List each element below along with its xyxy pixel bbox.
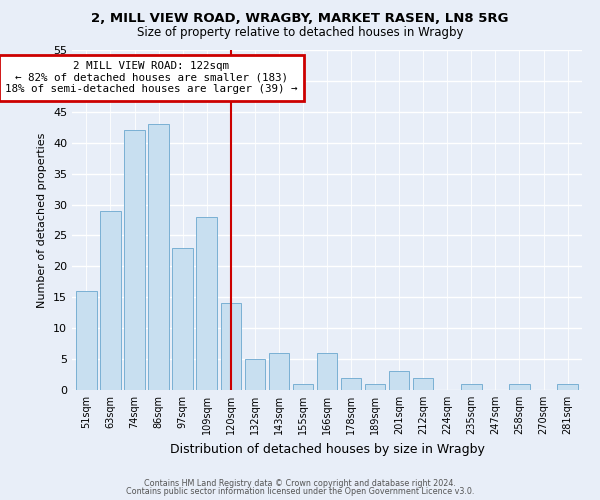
Bar: [76, 291, 97, 390]
Bar: [509, 384, 530, 390]
Text: Contains public sector information licensed under the Open Government Licence v3: Contains public sector information licen…: [126, 487, 474, 496]
Bar: [461, 384, 482, 390]
Bar: [221, 304, 241, 390]
Bar: [245, 359, 265, 390]
Bar: [124, 130, 145, 390]
Bar: [269, 353, 289, 390]
Bar: [148, 124, 169, 390]
Bar: [317, 353, 337, 390]
Text: 2, MILL VIEW ROAD, WRAGBY, MARKET RASEN, LN8 5RG: 2, MILL VIEW ROAD, WRAGBY, MARKET RASEN,…: [91, 12, 509, 26]
Bar: [341, 378, 361, 390]
Bar: [389, 372, 409, 390]
Bar: [100, 210, 121, 390]
Y-axis label: Number of detached properties: Number of detached properties: [37, 132, 47, 308]
Text: Size of property relative to detached houses in Wragby: Size of property relative to detached ho…: [137, 26, 463, 39]
Text: 2 MILL VIEW ROAD: 122sqm
← 82% of detached houses are smaller (183)
18% of semi-: 2 MILL VIEW ROAD: 122sqm ← 82% of detach…: [5, 61, 298, 94]
Text: Contains HM Land Registry data © Crown copyright and database right 2024.: Contains HM Land Registry data © Crown c…: [144, 478, 456, 488]
Bar: [196, 217, 217, 390]
Bar: [557, 384, 578, 390]
Bar: [413, 378, 433, 390]
Bar: [172, 248, 193, 390]
X-axis label: Distribution of detached houses by size in Wragby: Distribution of detached houses by size …: [170, 442, 484, 456]
Bar: [293, 384, 313, 390]
Bar: [365, 384, 385, 390]
